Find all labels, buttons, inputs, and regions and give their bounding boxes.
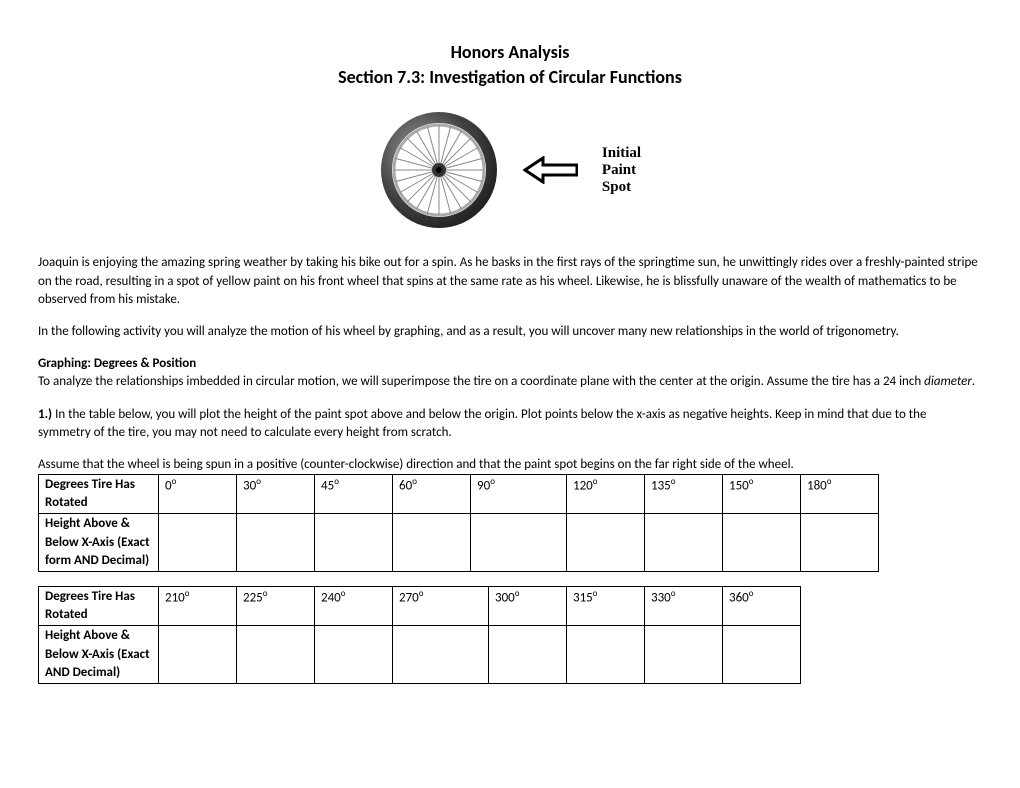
row-label: Degrees Tire Has Rotated: [39, 587, 159, 626]
table-header-cell: 60o: [393, 475, 471, 514]
table-header-cell: 330o: [645, 587, 723, 626]
emphasis: diameter: [924, 374, 972, 389]
paragraph: Assume that the wheel is being spun in a…: [38, 456, 982, 474]
label-line: Spot: [602, 179, 641, 196]
table-header-cell: 315o: [567, 587, 645, 626]
table-header-cell: 225o: [237, 587, 315, 626]
table-header-cell: 180o: [801, 475, 879, 514]
table-header-cell: 135o: [645, 475, 723, 514]
table-row: Height Above & Below X-Axis (Exact AND D…: [39, 626, 801, 684]
question-number: 1.): [38, 407, 52, 422]
table-row: Degrees Tire Has Rotated 210o225o240o270…: [39, 587, 801, 626]
table-row: Degrees Tire Has Rotated 0o30o45o60o90o1…: [39, 475, 879, 514]
row-label: Height Above & Below X-Axis (Exact AND D…: [39, 626, 159, 684]
paragraph: In the table below, you will plot the he…: [38, 407, 926, 440]
paint-spot-label: Initial Paint Spot: [602, 145, 641, 197]
table-header-cell: 240o: [315, 587, 393, 626]
table-header-cell: 210o: [159, 587, 237, 626]
table-header-cell: 30o: [237, 475, 315, 514]
table-header-cell: 270o: [393, 587, 489, 626]
data-table-1: Degrees Tire Has Rotated 0o30o45o60o90o1…: [38, 474, 879, 572]
wheel-figure: Initial Paint Spot: [38, 110, 982, 230]
page-subtitle: Section 7.3: Investigation of Circular F…: [38, 65, 982, 90]
paragraph: Joaquin is enjoying the amazing spring w…: [38, 254, 982, 309]
label-line: Paint: [602, 162, 641, 179]
table-header-cell: 0o: [159, 475, 237, 514]
table-header-cell: 90o: [471, 475, 567, 514]
table-header-cell: 120o: [567, 475, 645, 514]
table-header-cell: 45o: [315, 475, 393, 514]
arrow-left-icon: [523, 156, 578, 184]
table-header-cell: 150o: [723, 475, 801, 514]
row-label: Degrees Tire Has Rotated: [39, 475, 159, 514]
table-header-cell: 300o: [489, 587, 567, 626]
row-label: Height Above & Below X-Axis (Exact form …: [39, 514, 159, 572]
data-table-2: Degrees Tire Has Rotated 210o225o240o270…: [38, 586, 801, 684]
wheel-icon: [379, 110, 499, 230]
text: .: [972, 374, 975, 389]
paragraph: To analyze the relationships imbedded in…: [38, 374, 924, 389]
table-row: Height Above & Below X-Axis (Exact form …: [39, 514, 879, 572]
table-header-cell: 360o: [723, 587, 801, 626]
label-line: Initial: [602, 145, 641, 162]
page-title: Honors Analysis: [38, 40, 982, 65]
section-heading: Graphing: Degrees & Position: [38, 355, 982, 373]
paragraph: In the following activity you will analy…: [38, 323, 982, 341]
